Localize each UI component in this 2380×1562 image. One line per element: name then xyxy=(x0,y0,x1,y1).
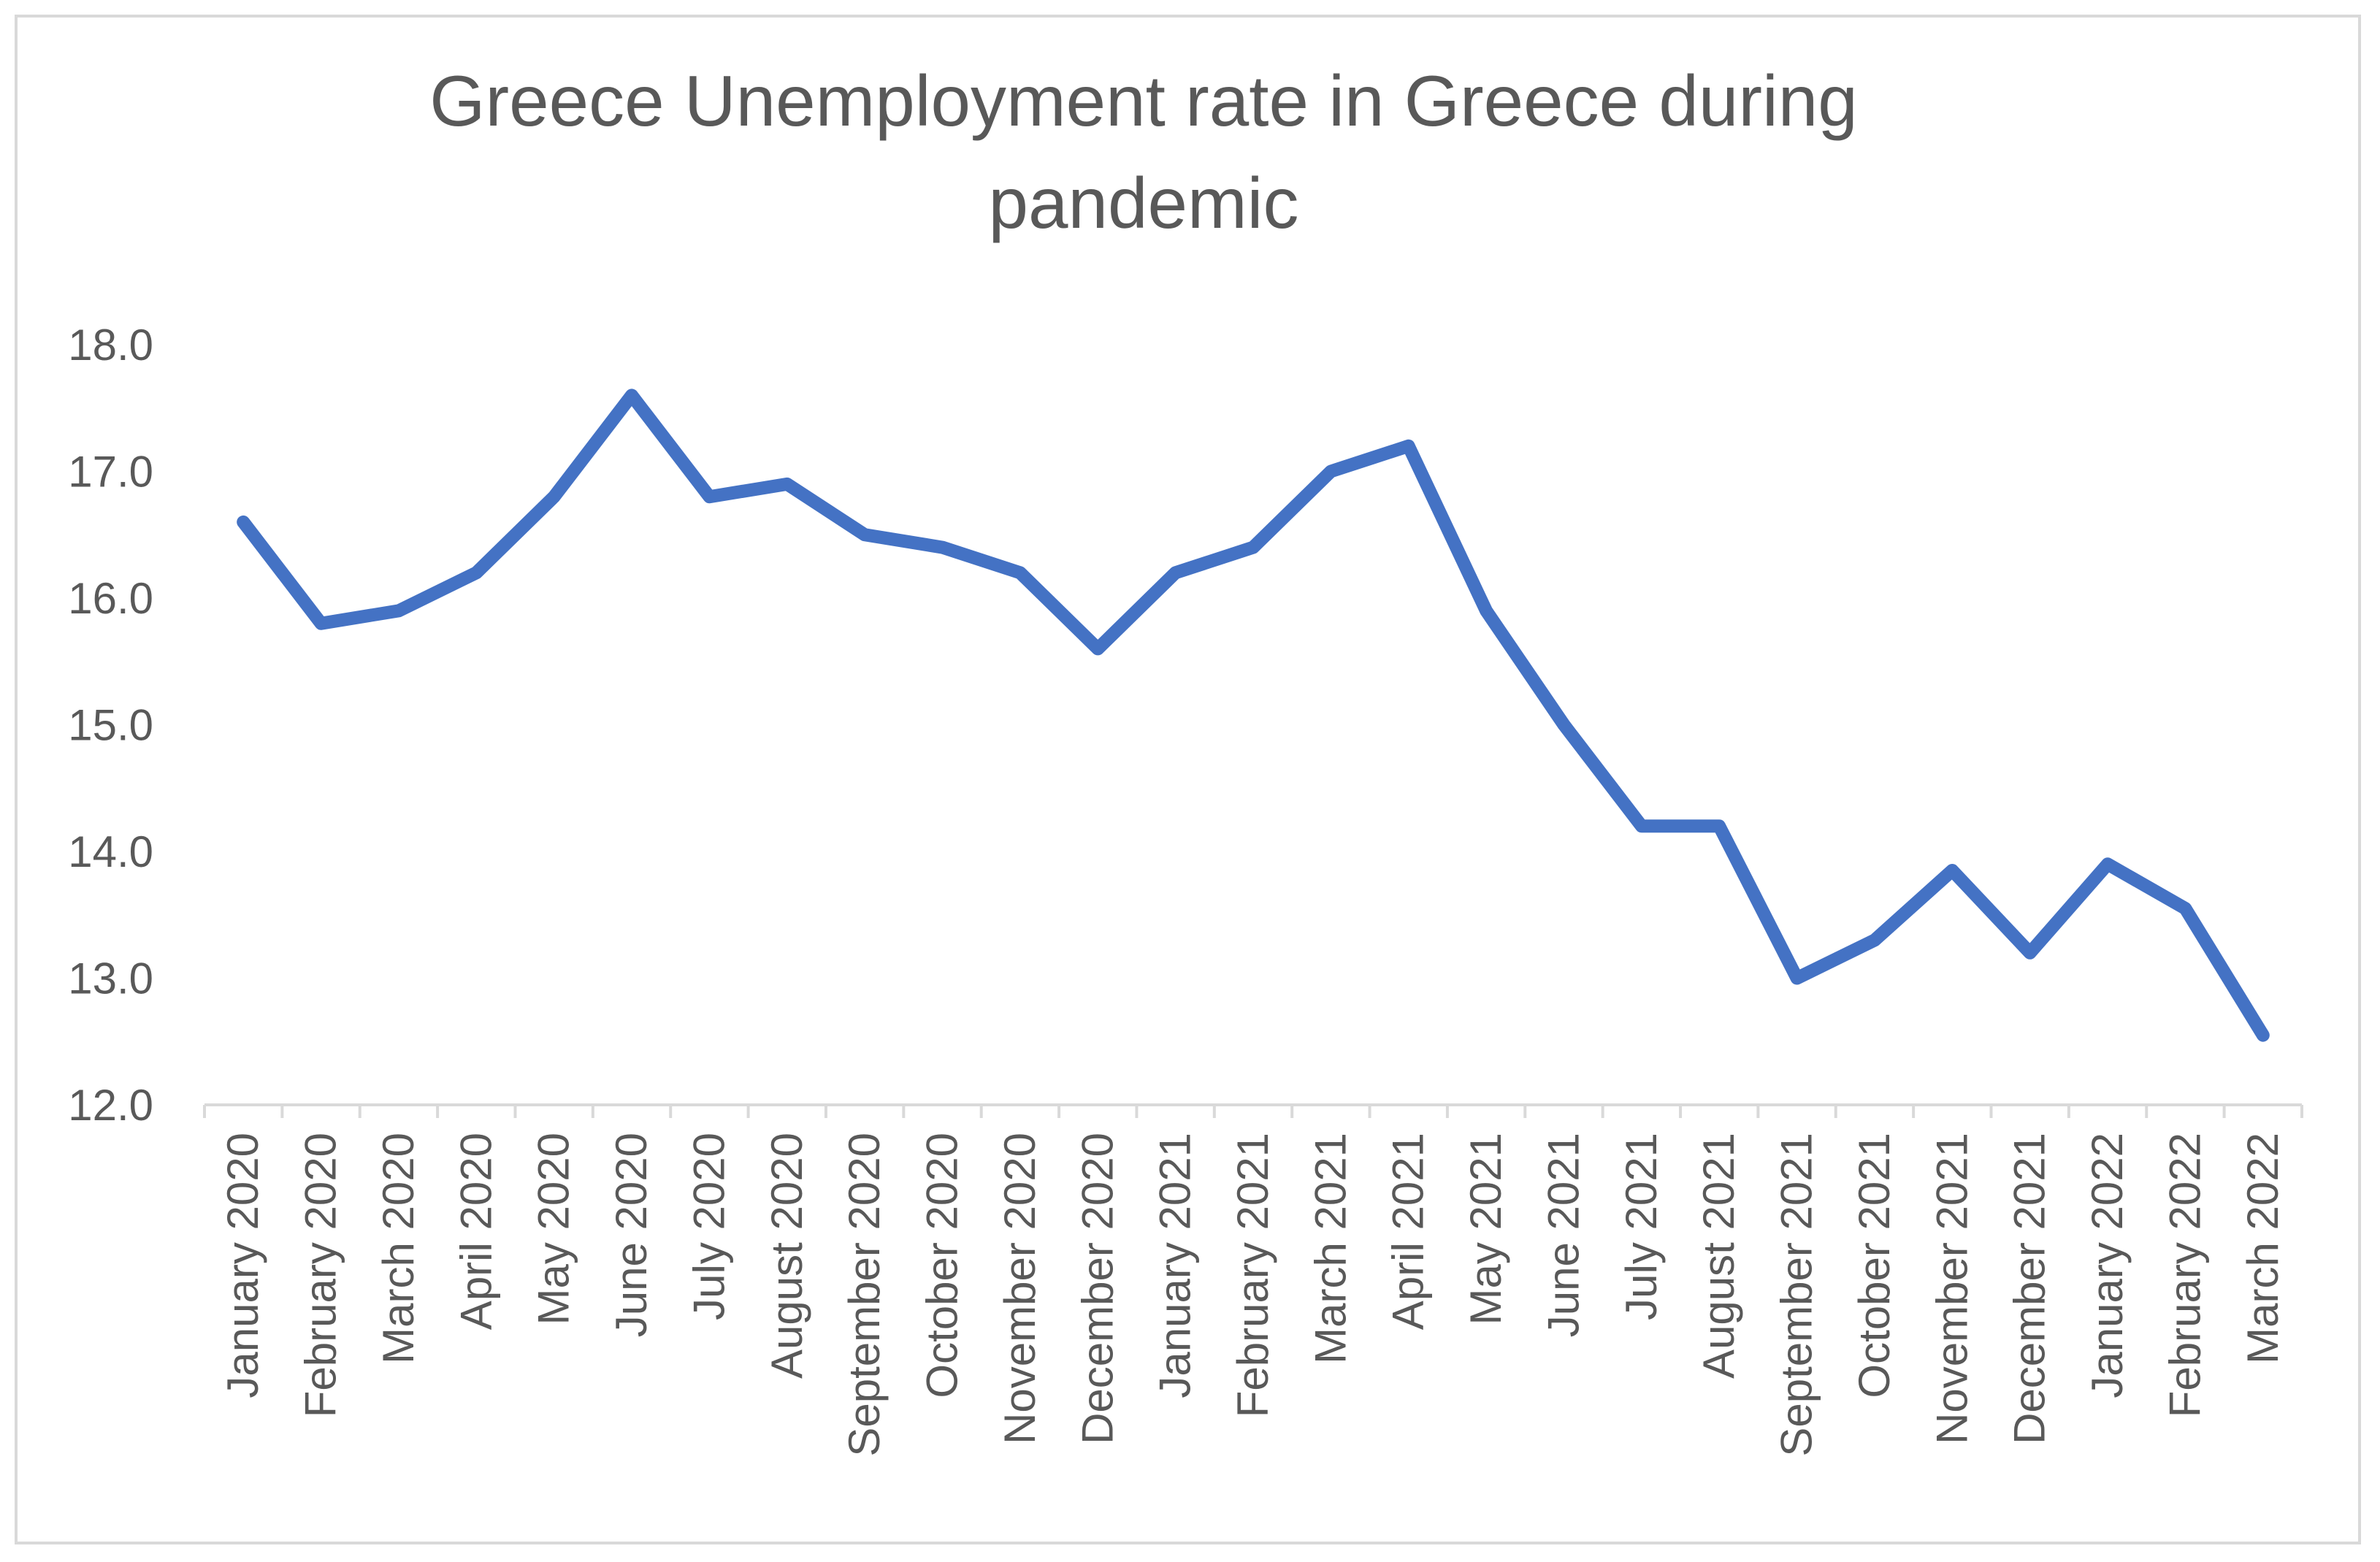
x-axis-ticks xyxy=(203,1105,2303,1118)
x-tick-label: April 2021 xyxy=(1384,1133,1433,1330)
x-tick-label: July 2020 xyxy=(684,1133,733,1320)
x-tick-label: February 2020 xyxy=(296,1133,345,1417)
y-tick-label: 14.0 xyxy=(68,827,153,876)
x-tick-label: March 2021 xyxy=(1306,1133,1355,1364)
x-tick-label: August 2020 xyxy=(762,1133,811,1379)
x-tick-label: November 2020 xyxy=(995,1133,1044,1444)
y-tick-label: 17.0 xyxy=(68,448,153,497)
x-tick-label: May 2021 xyxy=(1461,1133,1510,1325)
y-axis-labels: 12.0 13.0 14.0 15.0 16.0 17.0 18.0 xyxy=(68,321,153,1130)
x-tick-label: February 2022 xyxy=(2160,1133,2209,1417)
x-tick-label: October 2020 xyxy=(918,1133,967,1398)
x-tick-label: January 2022 xyxy=(2083,1133,2132,1398)
x-tick-label: October 2021 xyxy=(1850,1133,1899,1398)
x-tick-label: May 2020 xyxy=(529,1133,578,1325)
x-tick-label: April 2020 xyxy=(451,1133,500,1330)
x-tick-label: August 2021 xyxy=(1694,1133,1743,1379)
x-tick-label: December 2021 xyxy=(2005,1133,2054,1444)
series-line-unemployment-rate xyxy=(237,388,2270,1042)
x-tick-label: January 2021 xyxy=(1151,1133,1200,1398)
chart-frame xyxy=(15,15,2361,1544)
y-tick-label: 12.0 xyxy=(68,1081,153,1130)
x-axis-labels: January 2020 February 2020 March 2020 April… xyxy=(218,1133,2287,1457)
x-tick-label: June 2021 xyxy=(1539,1133,1588,1337)
x-tick-label: March 2020 xyxy=(374,1133,423,1364)
x-tick-label: March 2022 xyxy=(2238,1133,2287,1364)
x-tick-label: December 2020 xyxy=(1073,1133,1122,1444)
x-tick-label: November 2021 xyxy=(1927,1133,1976,1444)
x-tick-label: June 2020 xyxy=(607,1133,656,1337)
chart-title: Greece Unemployment rate in Greece durin… xyxy=(429,61,1858,243)
y-tick-label: 15.0 xyxy=(68,701,153,750)
y-tick-label: 13.0 xyxy=(68,954,153,1003)
y-tick-label: 16.0 xyxy=(68,574,153,623)
y-tick-label: 18.0 xyxy=(68,321,153,370)
chart-title-line-1: Greece Unemployment rate in Greece durin… xyxy=(429,61,1858,141)
x-tick-label: January 2020 xyxy=(218,1133,267,1398)
chart-title-line-2: pandemic xyxy=(989,163,1299,243)
x-tick-label: February 2021 xyxy=(1228,1133,1277,1417)
x-tick-label: September 2021 xyxy=(1772,1133,1821,1457)
x-tick-label: July 2021 xyxy=(1617,1133,1666,1320)
x-tick-label: September 2020 xyxy=(840,1133,889,1457)
